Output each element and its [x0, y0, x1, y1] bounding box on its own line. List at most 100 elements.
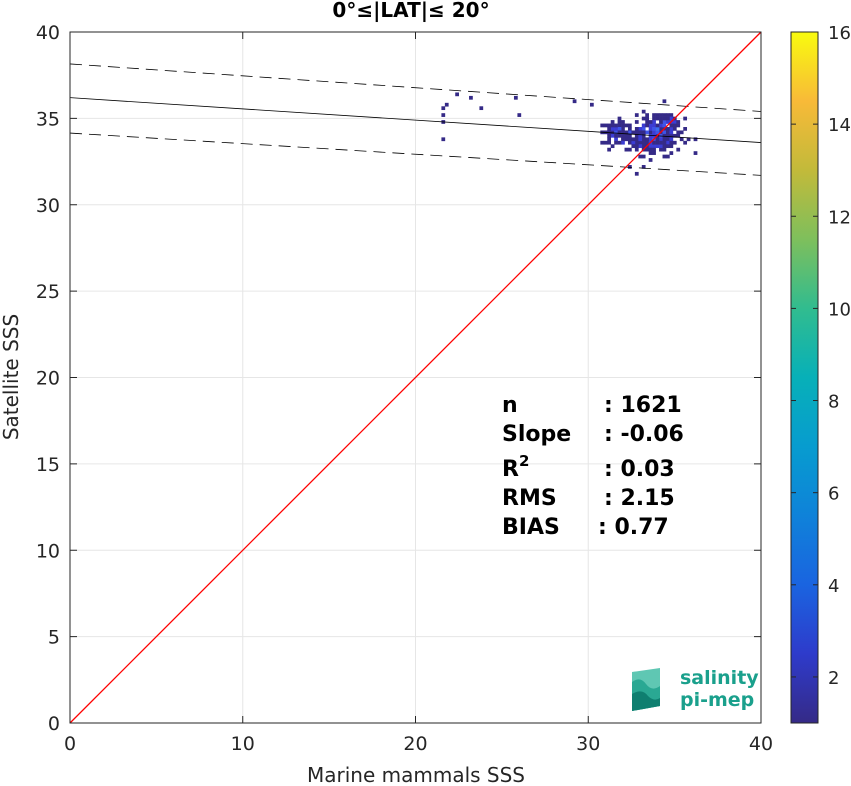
density-cell: [617, 127, 622, 131]
density-cell: [638, 144, 643, 149]
density-cell: [659, 123, 663, 128]
density-cell: [641, 165, 646, 169]
x-tick-label: 0: [64, 733, 76, 755]
density-cell: [648, 137, 653, 142]
stat-label: BIAS: [502, 515, 560, 540]
density-cell: [627, 133, 632, 138]
density-cell: [634, 113, 639, 117]
density-cell: [627, 137, 632, 142]
density-cell: [638, 140, 643, 145]
density-cell: [600, 140, 605, 145]
density-cell: [672, 123, 677, 128]
density-cell: [665, 120, 670, 124]
density-cell: [645, 140, 650, 145]
density-cell: [669, 123, 674, 128]
density-cell: [659, 116, 663, 121]
density-cell: [634, 147, 639, 152]
density-cell: [641, 123, 646, 128]
density-cell: [648, 133, 653, 138]
density-cell: [669, 140, 674, 145]
density-cell: [631, 144, 636, 149]
stat-label-text: RMS: [502, 486, 557, 511]
stat-label: R2: [502, 452, 529, 482]
colorbar-tick-label: 10: [828, 299, 851, 320]
density-cell: [627, 127, 632, 131]
density-cell: [621, 127, 625, 131]
density-cell: [634, 120, 639, 124]
density-cell: [645, 120, 650, 124]
density-cell: [662, 144, 667, 149]
density-cell: [589, 102, 594, 107]
density-cell: [665, 116, 670, 121]
y-tick-label: 10: [36, 540, 60, 562]
density-cell: [648, 147, 653, 152]
density-cell: [676, 133, 681, 138]
density-cell: [638, 133, 643, 138]
density-cell: [655, 140, 660, 145]
colorbar-tick-label: 2: [828, 668, 839, 689]
density-cell: [645, 130, 650, 135]
density-cell: [676, 147, 681, 152]
stat-superscript: 2: [519, 452, 529, 470]
colorbar-tick-label: 8: [828, 392, 839, 413]
wave-logo-icon: [632, 668, 660, 711]
density-cell: [617, 120, 622, 124]
density-cell: [621, 137, 625, 142]
x-tick-label: 40: [749, 733, 773, 755]
y-axis-label: Satellite SSS: [0, 314, 23, 440]
density-cell: [655, 116, 660, 121]
x-axis-ticks: 0 10 20 30 40: [64, 32, 773, 755]
density-cell: [652, 113, 656, 117]
density-cell: [610, 133, 615, 138]
logo-line1: salinity: [680, 667, 759, 689]
stat-label-text: BIAS: [502, 515, 560, 540]
statistics-box: n: 1621 Slope: -0.06 R2: 0.03 RMS: 2.15 BIAS…: [502, 393, 684, 540]
density-cell: [610, 130, 615, 135]
density-cell: [634, 171, 639, 176]
density-cell: [672, 127, 677, 131]
density-cell: [662, 154, 667, 159]
density-cell: [621, 140, 625, 145]
density-cell: [662, 137, 667, 142]
density-cell: [665, 130, 670, 135]
density-cell: [634, 137, 639, 142]
salinity-pi-mep-logo: salinity pi-mep: [632, 667, 759, 711]
y-tick-label: 0: [48, 713, 60, 735]
density-cell: [655, 123, 660, 128]
density-cell: [652, 120, 656, 124]
density-cell: [638, 137, 643, 142]
colorbar-ticks: 2 4 6 8 10 12 14 16: [791, 23, 851, 689]
density-cell: [672, 133, 677, 138]
density-cell: [648, 123, 653, 128]
stat-value: : 2.15: [604, 486, 675, 511]
density-cell: [655, 137, 660, 142]
density-cell: [634, 127, 639, 131]
density-cell: [441, 137, 446, 142]
density-cell: [621, 123, 625, 128]
stat-label: RMS: [502, 486, 557, 511]
density-cell: [665, 127, 670, 131]
density-cell: [607, 137, 612, 142]
x-axis-label: Marine mammals SSS: [307, 763, 525, 786]
density-cell: [686, 137, 691, 142]
density-cell: [655, 144, 660, 149]
density-cell: [652, 127, 656, 131]
density-cell: [513, 95, 518, 100]
density-cell: [603, 123, 608, 128]
density-cell: [627, 130, 632, 135]
density-cell: [669, 130, 674, 135]
colorbar-tick-label: 14: [828, 115, 851, 136]
density-cell: [662, 147, 667, 152]
density-cell: [648, 144, 653, 149]
density-cell: [652, 144, 656, 149]
density-cell: [444, 102, 449, 107]
density-cell: [655, 130, 660, 135]
upper-bound-line: [69, 63, 762, 112]
regression-line: [69, 97, 762, 143]
density-cell: [641, 127, 646, 131]
colorbar-tick-label: 16: [828, 23, 851, 44]
density-cell: [624, 137, 629, 142]
density-cell: [617, 116, 622, 121]
y-axis-ticks: 0 5 10 15 20 25 30 35 40: [36, 22, 761, 735]
density-cell: [648, 127, 653, 131]
